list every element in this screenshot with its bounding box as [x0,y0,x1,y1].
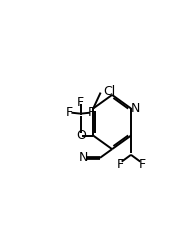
Text: F: F [88,106,95,119]
Text: F: F [116,159,124,171]
Text: Cl: Cl [103,85,115,98]
Text: F: F [77,95,84,109]
Text: F: F [66,106,73,119]
Text: N: N [79,151,88,164]
Text: N: N [131,102,140,114]
Text: F: F [139,159,146,171]
Text: O: O [76,129,86,142]
